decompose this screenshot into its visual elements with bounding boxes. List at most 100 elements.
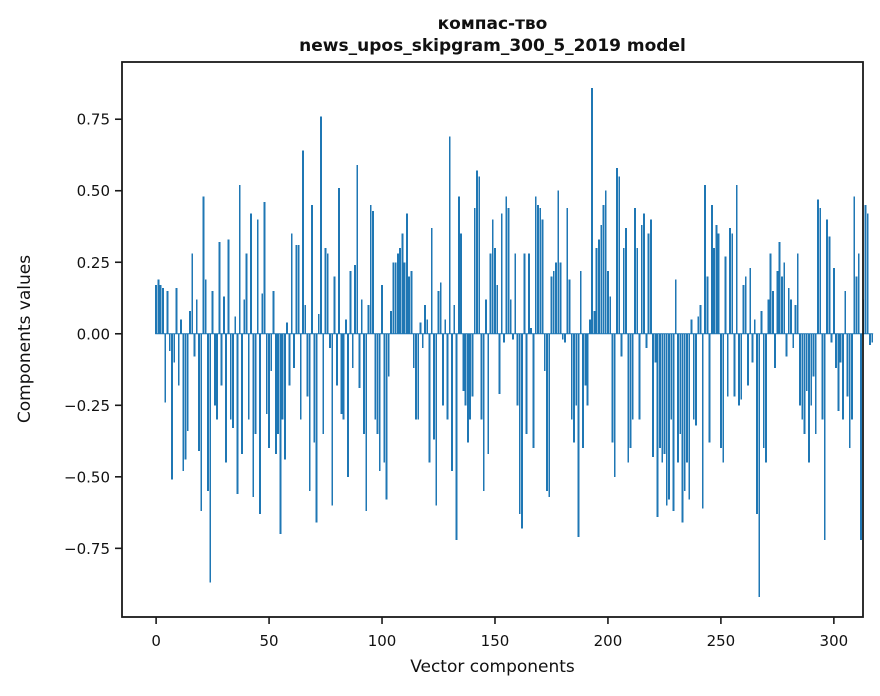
bar [374,333,377,420]
bar [471,333,474,397]
bar [819,207,822,334]
bar [740,333,743,400]
bar [351,333,354,369]
bar [758,333,761,597]
bar [333,276,336,334]
bar [534,196,537,334]
bar [254,333,257,434]
bar [250,213,252,334]
bar [342,333,345,420]
bar [724,256,727,334]
bar [607,270,609,334]
x-tick-label: 250 [707,632,736,650]
bar [708,333,711,443]
bar [272,290,275,334]
bar [265,333,268,414]
bar [697,316,700,334]
bar [476,170,478,334]
bar [661,333,664,463]
bar [218,242,221,334]
bar [306,333,309,397]
bar [744,276,747,334]
bar [828,236,831,334]
bar [543,333,546,371]
bar [286,322,289,334]
bar [710,205,713,334]
bar [381,285,383,334]
bar [690,319,693,334]
bar [796,253,799,334]
bar [683,333,686,492]
bar [161,288,164,334]
bar [618,176,621,334]
bar [288,333,291,386]
bar [532,333,535,449]
bar [701,333,704,509]
bar [720,333,722,449]
bar [521,333,523,529]
bar [220,333,223,386]
bar [762,333,765,449]
bar [412,333,415,369]
bar [376,333,379,434]
bar [742,285,745,334]
bar [435,333,438,506]
bar [430,227,433,334]
bar [200,333,203,512]
bar [799,333,801,406]
bar [372,210,374,334]
bar [234,316,237,334]
bar [595,247,598,334]
bar [647,233,650,334]
bar [295,245,298,334]
bar [787,288,790,334]
bar [814,333,817,434]
bars-group [155,87,874,597]
bar [338,187,341,334]
bar [765,333,767,463]
bar [598,239,600,334]
bar [505,196,508,334]
bar [582,333,584,449]
bar [378,333,381,472]
bar [367,305,370,334]
bar [564,333,566,343]
bar [464,333,467,406]
bar [672,333,675,512]
bar [846,333,849,397]
bar [855,276,858,334]
bar [326,253,329,334]
bar [444,319,447,334]
bar [340,333,343,414]
x-tick-label: 0 [151,632,161,650]
bar [780,276,783,334]
bar [871,333,874,343]
bar [491,219,494,334]
bar [851,333,853,420]
bar [631,333,634,420]
bar [439,282,442,334]
bar [570,333,573,420]
bar [785,333,788,357]
bar [837,333,840,412]
bar [473,207,476,334]
bar [518,333,521,515]
bar [317,313,320,334]
bar [408,276,411,334]
bar [335,333,338,386]
bar [625,227,627,334]
bar [186,333,189,432]
bar [281,333,284,420]
bar [733,333,736,397]
bar [776,270,779,334]
bar [390,310,392,334]
bar [512,333,514,340]
bar [247,333,250,420]
bar [530,328,533,334]
bar [832,267,835,334]
bar [760,310,763,334]
bar [383,333,386,463]
x-tick-label: 150 [481,632,510,650]
bar [656,333,659,517]
